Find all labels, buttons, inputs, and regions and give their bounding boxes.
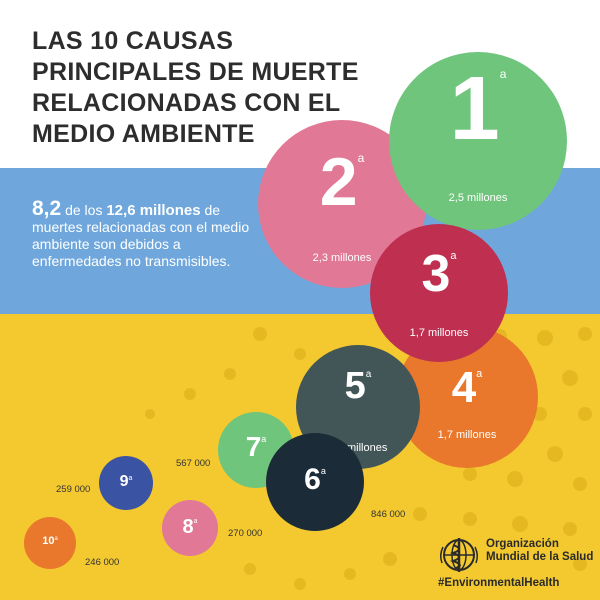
heart-icon — [573, 557, 587, 571]
title-line: PRINCIPALES DE MUERTE — [32, 58, 359, 86]
rank-number: 7 — [245, 431, 262, 462]
hashtag: #EnvironmentalHealth — [438, 577, 560, 589]
cause-circle-9: 9a — [99, 456, 153, 510]
pill-icon — [512, 516, 528, 532]
kidney-icon — [547, 446, 563, 462]
lung-icon — [563, 522, 577, 536]
rank-number: 10 — [42, 535, 55, 547]
stat-text: de los — [61, 202, 107, 218]
rank-ordinal: a — [450, 250, 457, 262]
title-line: RELACIONADAS CON EL — [32, 89, 341, 117]
title-line: MEDIO AMBIENTE — [32, 120, 255, 148]
cause-value: 246 000 — [85, 557, 120, 568]
rank-number: 5 — [344, 365, 366, 407]
cause-value: 846 000 — [371, 509, 406, 520]
page-title: LAS 10 CAUSAS PRINCIPALES DE MUERTE RELA… — [32, 26, 372, 150]
rank-ordinal: a — [193, 518, 198, 525]
cause-circle-8: 8a — [162, 500, 218, 556]
summary-statistic: 8,2 de los 12,6 millones de muertes rela… — [32, 197, 267, 270]
heart-icon — [184, 388, 196, 400]
rank-number: 3 — [421, 245, 451, 303]
stat-text: de muertes relacionadas con el medio amb… — [32, 202, 250, 269]
cause-value: 1,7 millones — [437, 429, 497, 441]
lung-icon — [253, 327, 267, 341]
rank-number: 2 — [319, 144, 358, 220]
heart-icon — [463, 512, 477, 526]
who-emblem-icon — [439, 538, 479, 572]
org-line: Organización — [486, 538, 559, 550]
pill-icon — [562, 370, 578, 386]
cause-circle-1: 1a 2,5 millones — [389, 52, 567, 230]
kidney-icon — [244, 563, 256, 575]
cause-circle-3: 3a 1,7 millones — [370, 224, 508, 362]
heart-icon — [344, 568, 356, 580]
rank-number: 8 — [182, 516, 194, 538]
org-line: Mundial de la Salud — [486, 551, 594, 563]
cause-circle-6: 6a — [266, 433, 364, 531]
stat-total: 12,6 millones — [106, 202, 201, 219]
rank-number: 1 — [449, 59, 500, 159]
rank-ordinal: a — [320, 466, 326, 476]
rank-number: 9 — [119, 473, 129, 490]
cause-value: 270 000 — [228, 528, 263, 539]
cause-value: 2,5 millones — [448, 192, 508, 204]
pill-icon — [383, 552, 397, 566]
cause-circle-10: 10a — [24, 517, 76, 569]
heart-icon — [294, 348, 306, 360]
title-line: LAS 10 CAUSAS — [32, 27, 234, 55]
rank-ordinal: a — [128, 475, 133, 482]
stat-number: 8,2 — [32, 197, 62, 220]
heart-icon — [507, 471, 523, 487]
rank-ordinal: a — [499, 67, 507, 81]
rank-number: 4 — [451, 363, 477, 412]
pill-icon — [463, 467, 477, 481]
rank-ordinal: a — [476, 368, 483, 380]
lung-icon — [573, 477, 587, 491]
kidney-icon — [413, 507, 427, 521]
lung-icon — [537, 330, 553, 346]
pill-icon — [578, 327, 592, 341]
rank-ordinal: a — [54, 536, 58, 542]
pill-icon — [294, 578, 306, 590]
cause-value: 567 000 — [176, 458, 211, 469]
cause-value: 1,7 millones — [409, 327, 469, 339]
rank-ordinal: a — [261, 434, 267, 444]
pill-icon — [224, 368, 236, 380]
rank-ordinal: a — [357, 151, 365, 165]
rank-number: 6 — [304, 463, 321, 496]
cause-value: 259 000 — [56, 484, 91, 495]
lung-icon — [145, 409, 155, 419]
organization-name: Organización Mundial de la Salud — [486, 538, 593, 564]
cause-value: 2,3 millones — [312, 252, 372, 264]
heart-icon — [578, 407, 592, 421]
rank-ordinal: a — [365, 369, 372, 380]
